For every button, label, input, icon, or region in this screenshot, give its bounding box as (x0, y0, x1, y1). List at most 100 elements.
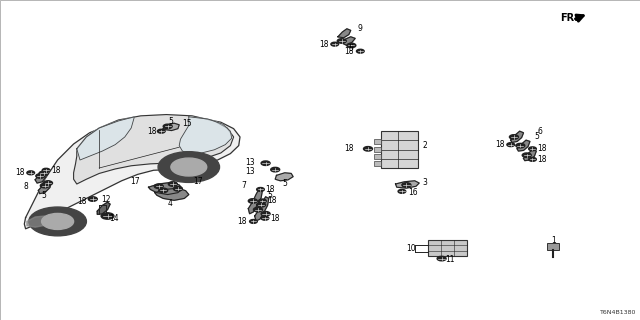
Circle shape (509, 135, 518, 139)
Circle shape (173, 187, 182, 191)
Circle shape (42, 168, 50, 172)
Circle shape (158, 152, 220, 182)
Text: 18: 18 (538, 155, 547, 164)
Bar (374, 154, 381, 159)
Polygon shape (342, 37, 355, 45)
Circle shape (529, 147, 536, 151)
Text: 18: 18 (270, 214, 280, 223)
Text: 18: 18 (147, 127, 157, 136)
Circle shape (157, 129, 165, 133)
Circle shape (40, 183, 49, 188)
Bar (381, 131, 418, 168)
Circle shape (163, 124, 172, 129)
Text: 4: 4 (167, 199, 172, 208)
Bar (374, 139, 381, 144)
Circle shape (36, 174, 45, 178)
Polygon shape (97, 202, 110, 214)
Circle shape (261, 161, 270, 165)
Circle shape (27, 171, 35, 175)
Polygon shape (38, 181, 51, 194)
Text: 18: 18 (15, 168, 24, 177)
Circle shape (250, 220, 257, 223)
Polygon shape (27, 216, 48, 227)
Text: 1: 1 (552, 236, 556, 245)
Text: 5: 5 (41, 191, 46, 200)
Text: 5: 5 (349, 44, 354, 53)
Circle shape (529, 157, 536, 161)
Text: 13: 13 (245, 158, 255, 167)
Polygon shape (524, 150, 536, 161)
Text: 18: 18 (495, 140, 504, 149)
Circle shape (42, 213, 74, 229)
Text: 5: 5 (168, 117, 173, 126)
Text: 6: 6 (538, 127, 543, 136)
Circle shape (259, 199, 266, 203)
Text: 18: 18 (268, 196, 277, 205)
Polygon shape (396, 181, 419, 188)
Polygon shape (338, 29, 351, 38)
Polygon shape (155, 188, 189, 200)
Polygon shape (275, 173, 293, 181)
Polygon shape (77, 117, 134, 160)
Circle shape (402, 183, 411, 187)
Text: 16: 16 (408, 188, 418, 197)
Bar (428, 240, 467, 256)
Circle shape (364, 147, 372, 151)
Circle shape (522, 153, 531, 157)
Polygon shape (248, 189, 262, 214)
Polygon shape (148, 182, 182, 195)
Circle shape (331, 42, 339, 46)
Circle shape (29, 207, 86, 236)
Text: T6N4B1380: T6N4B1380 (600, 309, 637, 315)
Text: 18: 18 (344, 47, 354, 56)
Text: 18: 18 (319, 40, 328, 49)
Text: 8: 8 (23, 182, 28, 191)
Polygon shape (179, 117, 232, 154)
Bar (547, 243, 559, 250)
Bar (374, 147, 381, 152)
Text: 18: 18 (344, 144, 354, 153)
Text: 5: 5 (282, 179, 287, 188)
Text: 7: 7 (241, 181, 246, 190)
Text: 5: 5 (268, 191, 273, 200)
Circle shape (88, 197, 97, 201)
Polygon shape (74, 115, 234, 184)
Circle shape (171, 158, 207, 176)
Text: 18: 18 (266, 185, 275, 194)
Circle shape (44, 181, 52, 185)
Polygon shape (255, 197, 269, 221)
Circle shape (356, 49, 364, 53)
Text: 17: 17 (193, 177, 203, 186)
Circle shape (516, 143, 525, 148)
Circle shape (337, 39, 346, 43)
Circle shape (261, 216, 269, 220)
Text: 10: 10 (406, 244, 416, 253)
Circle shape (347, 43, 356, 48)
Text: 18: 18 (538, 144, 547, 153)
Text: 13: 13 (245, 167, 255, 176)
Text: 18: 18 (77, 197, 86, 206)
Circle shape (257, 188, 264, 191)
Circle shape (39, 171, 48, 176)
Text: 11: 11 (445, 255, 454, 264)
Circle shape (398, 189, 406, 193)
Text: 15: 15 (182, 119, 192, 128)
Circle shape (101, 213, 114, 219)
Text: 14: 14 (109, 214, 118, 223)
Text: 9: 9 (357, 24, 362, 33)
Text: 5: 5 (534, 132, 540, 141)
Circle shape (437, 256, 446, 261)
Text: 18: 18 (51, 166, 61, 175)
Circle shape (261, 212, 270, 216)
Circle shape (248, 199, 257, 203)
Text: FR.: FR. (560, 12, 578, 23)
Text: 17: 17 (130, 177, 140, 186)
Circle shape (507, 143, 515, 147)
Text: 12: 12 (101, 196, 111, 204)
Polygon shape (35, 170, 46, 183)
Text: 18: 18 (237, 217, 246, 226)
Circle shape (159, 188, 168, 193)
Polygon shape (24, 116, 240, 229)
Circle shape (253, 207, 262, 212)
Text: 3: 3 (422, 178, 428, 187)
